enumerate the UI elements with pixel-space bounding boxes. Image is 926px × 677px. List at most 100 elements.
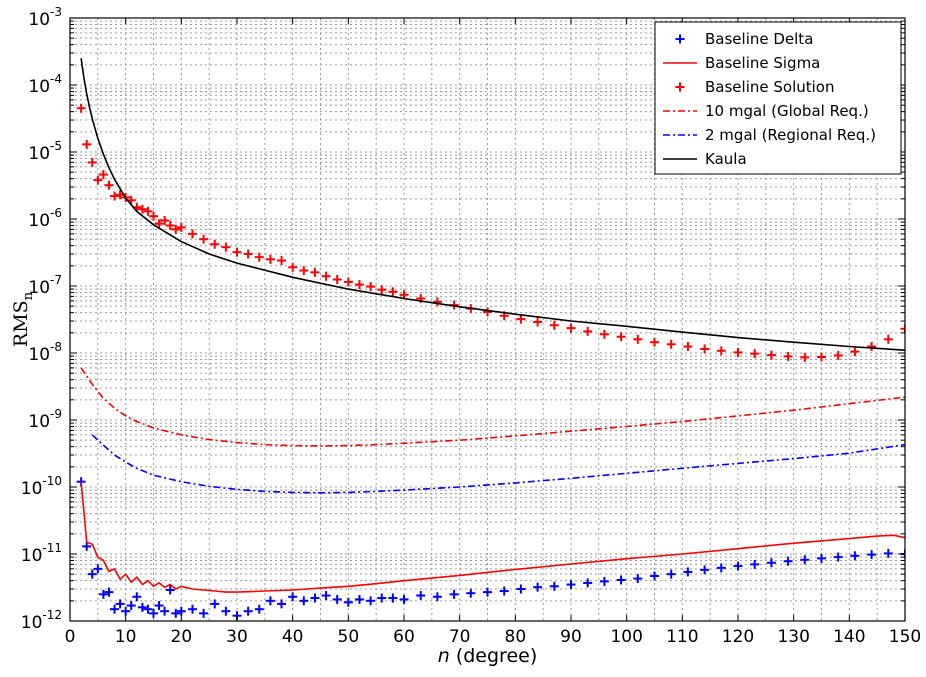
point-baseline-delta	[165, 585, 175, 595]
legend-item-kaula: Kaula	[663, 150, 747, 168]
point-baseline-delta	[199, 608, 209, 618]
legend: Baseline Delta Baseline Sigma Baseline Sol…	[654, 21, 902, 175]
point-baseline-solution	[299, 266, 309, 276]
point-baseline-solution	[900, 324, 905, 334]
series-2-mgal-regional-req	[91, 434, 905, 494]
point-baseline-solution	[599, 329, 609, 339]
line-10-mgal-global-req	[80, 367, 905, 447]
y-tick-label-base: 10	[21, 479, 43, 499]
point-baseline-delta	[483, 587, 492, 597]
y-tick-label-exp: -7	[50, 273, 62, 287]
x-axis-label-var: n	[438, 645, 450, 667]
x-tick-label: 150	[889, 627, 921, 647]
point-baseline-solution	[683, 342, 693, 352]
legend-label-baseline-sigma: Baseline Sigma	[705, 54, 820, 72]
line-kaula	[80, 58, 905, 351]
point-baseline-delta	[466, 588, 476, 598]
y-tick-label-base: 10	[28, 345, 50, 365]
y-tick-label-base: 10	[28, 211, 50, 231]
point-baseline-solution	[288, 262, 298, 272]
point-baseline-solution	[516, 314, 526, 324]
point-baseline-delta	[121, 606, 131, 616]
x-tick-label: 50	[338, 627, 360, 647]
point-baseline-delta	[533, 582, 543, 592]
y-tick-label: 10-6	[28, 206, 62, 231]
y-tick-label-exp: -8	[50, 340, 62, 354]
y-tick-label-base: 10	[28, 10, 50, 30]
point-baseline-delta	[566, 580, 576, 590]
point-baseline-solution	[149, 211, 158, 221]
point-baseline-solution	[533, 317, 543, 327]
series-baseline-solution	[76, 103, 905, 362]
point-baseline-solution	[750, 349, 760, 359]
point-baseline-solution	[232, 247, 242, 257]
point-baseline-delta	[87, 569, 97, 579]
legend-item-2-mgal-regional-req: 2 mgal (Regional Req.)	[663, 126, 876, 144]
y-tick-label-base: 10	[21, 613, 43, 633]
plot-frame	[69, 17, 906, 622]
series-layer	[76, 58, 905, 621]
point-baseline-delta	[833, 552, 843, 562]
legend-label-2-mgal-regional-req: 2 mgal (Regional Req.)	[705, 126, 876, 144]
legend-item-baseline-sigma: Baseline Sigma	[663, 54, 820, 72]
point-baseline-delta	[265, 596, 275, 606]
y-tick-label-exp: -11	[42, 541, 62, 555]
point-baseline-delta	[115, 599, 125, 609]
y-axis-label-sub: n	[21, 291, 36, 300]
point-baseline-delta	[154, 601, 164, 611]
point-baseline-delta	[666, 569, 676, 579]
point-baseline-delta	[354, 594, 364, 604]
point-baseline-solution	[310, 267, 320, 277]
y-tick-label-exp: -3	[50, 5, 62, 19]
legend-box	[654, 21, 902, 175]
point-baseline-delta	[800, 555, 810, 565]
point-baseline-solution	[867, 342, 877, 352]
x-tick-label: 80	[505, 627, 527, 647]
point-baseline-delta	[783, 556, 793, 566]
y-tick-label: 10-3	[28, 5, 62, 30]
point-baseline-delta	[549, 581, 559, 591]
point-baseline-solution	[199, 234, 209, 244]
legend-label-10-mgal-global-req: 10 mgal (Global Req.)	[705, 102, 869, 120]
point-baseline-delta	[254, 604, 264, 614]
point-baseline-delta	[137, 602, 147, 612]
point-baseline-delta	[432, 592, 442, 602]
point-baseline-solution	[265, 254, 275, 264]
point-baseline-solution	[716, 346, 726, 356]
x-tick-label: 90	[560, 627, 582, 647]
point-baseline-delta	[716, 563, 726, 573]
point-baseline-delta	[321, 591, 331, 601]
point-baseline-delta	[633, 574, 643, 584]
point-baseline-delta	[310, 593, 320, 603]
series-baseline-sigma	[80, 481, 905, 593]
series-kaula	[80, 58, 905, 351]
point-baseline-solution	[160, 215, 170, 225]
x-tick-label: 70	[449, 627, 471, 647]
y-tick-label-exp: -5	[50, 139, 62, 153]
point-baseline-delta	[388, 593, 398, 603]
point-baseline-delta	[616, 575, 626, 585]
point-baseline-solution	[143, 206, 153, 216]
point-baseline-delta	[299, 596, 309, 606]
point-baseline-solution	[388, 287, 398, 297]
point-baseline-delta	[104, 587, 114, 597]
x-tick-label: 20	[171, 627, 193, 647]
point-baseline-delta	[93, 564, 103, 574]
point-baseline-solution	[377, 285, 387, 295]
y-axis-label-base: RMS	[10, 300, 32, 347]
line-baseline-sigma	[80, 481, 905, 593]
point-baseline-solution	[210, 239, 220, 249]
point-baseline-delta	[516, 584, 526, 594]
point-baseline-solution	[666, 339, 676, 349]
point-baseline-solution	[87, 157, 97, 167]
point-baseline-solution	[243, 249, 253, 259]
point-baseline-solution	[566, 323, 576, 333]
series-baseline-delta	[76, 477, 905, 621]
point-baseline-solution	[176, 222, 186, 232]
x-tick-label: 110	[666, 627, 698, 647]
point-baseline-solution	[254, 252, 264, 262]
point-baseline-delta	[733, 561, 743, 571]
point-baseline-delta	[817, 553, 826, 563]
point-baseline-solution	[883, 334, 893, 344]
